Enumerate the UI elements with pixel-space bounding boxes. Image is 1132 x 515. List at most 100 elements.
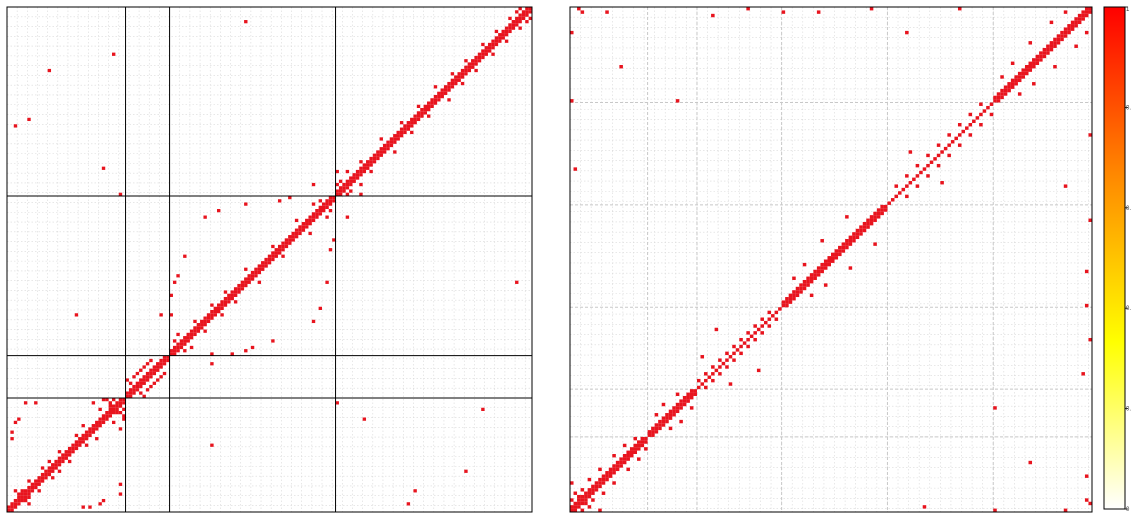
heatmap-cell — [679, 399, 683, 403]
heatmap-cell — [498, 39, 502, 43]
heatmap-cell — [682, 395, 687, 400]
heatmap-cell — [176, 345, 180, 350]
heatmap-cell — [101, 166, 106, 170]
heatmap-cell — [342, 186, 346, 190]
heatmap-cell — [1014, 75, 1018, 79]
heatmap-cell — [437, 94, 441, 99]
heatmap-cell — [580, 10, 585, 14]
heatmap-cell — [443, 91, 448, 95]
heatmap-cell — [894, 184, 899, 188]
heatmap-cell — [457, 75, 461, 79]
heatmap-cell — [1014, 82, 1018, 86]
heatmap-cell — [338, 192, 343, 196]
heatmap-cell — [834, 249, 839, 253]
heatmap-cell — [915, 174, 920, 178]
plot-frame — [569, 6, 1093, 513]
heatmap-cell — [328, 199, 333, 203]
heatmap-cell — [291, 238, 295, 242]
heatmap-cell — [61, 453, 65, 457]
heatmap-cell — [943, 146, 948, 151]
heatmap-cell — [200, 326, 204, 330]
heatmap-cell — [968, 133, 973, 137]
heatmap-cell — [271, 244, 275, 249]
heatmap-cell — [112, 404, 116, 408]
heatmap-cell — [498, 33, 502, 37]
heatmap-cell — [725, 351, 729, 356]
heatmap-cell — [989, 112, 994, 117]
heatmap-cell — [1081, 17, 1085, 21]
heatmap-cell — [633, 447, 638, 451]
heatmap-cell — [515, 16, 519, 21]
heatmap-cell — [880, 211, 884, 216]
heatmap-cell — [806, 279, 810, 284]
heatmap-cell — [518, 7, 522, 11]
heatmap-cell — [145, 371, 150, 376]
heatmap-cell — [965, 126, 969, 130]
heatmap-cell — [1021, 68, 1025, 72]
heatmap-cell — [318, 209, 322, 213]
heatmap-cell — [166, 355, 170, 359]
heatmap-cell — [142, 381, 146, 385]
heatmap-cell — [823, 259, 828, 263]
heatmap-cell — [71, 450, 75, 454]
heatmap-cell — [244, 283, 248, 288]
heatmap-cell — [880, 204, 884, 209]
heatmap-cell — [288, 238, 292, 242]
heatmap-cell — [806, 283, 810, 287]
heatmap-cell — [105, 411, 109, 415]
heatmap-cell — [115, 401, 119, 405]
heatmap-cell — [450, 81, 455, 86]
heatmap-cell — [615, 467, 620, 472]
heatmap-cell — [739, 344, 743, 349]
heatmap-cell — [651, 430, 655, 434]
heatmap-cell — [200, 319, 204, 324]
heatmap-cell — [345, 192, 350, 196]
heatmap-cell — [47, 466, 52, 470]
heatmap-cell — [940, 150, 944, 154]
heatmap-cell — [257, 280, 262, 284]
heatmap-cell — [430, 104, 434, 108]
heatmap-cell — [27, 492, 31, 496]
heatmap-cell — [34, 479, 38, 483]
heatmap-cell — [372, 156, 377, 161]
heatmap-cell — [250, 270, 255, 275]
heatmap-cell — [799, 283, 803, 287]
heatmap-cell — [403, 124, 407, 128]
heatmap-cell — [573, 508, 578, 512]
heatmap-cell — [711, 365, 715, 369]
grid-lines — [570, 7, 1092, 512]
heatmap-cell — [149, 384, 153, 389]
heatmap-cell — [598, 508, 602, 512]
heatmap-cell — [166, 358, 170, 363]
heatmap-cell — [598, 481, 602, 485]
heatmap-cell — [1032, 58, 1036, 62]
heatmap-cell — [315, 212, 319, 216]
colorbar-gradient — [1103, 6, 1126, 510]
heatmap-cell — [430, 98, 434, 102]
heatmap-cell — [74, 440, 79, 444]
heatmap-cell — [118, 192, 123, 196]
heatmap-cell — [217, 303, 221, 307]
heatmap-cell — [142, 378, 146, 382]
heatmap-cell — [57, 469, 62, 473]
heatmap-cell — [912, 177, 916, 182]
heatmap-cell — [584, 494, 588, 499]
heatmap-cell — [869, 7, 874, 11]
heatmap-cell — [359, 166, 363, 170]
heatmap-cell — [926, 153, 930, 158]
heatmap-cell — [605, 477, 609, 482]
heatmap-cell — [78, 440, 82, 444]
colorbar-tick-label: 1 — [1126, 7, 1130, 13]
heatmap-cell — [675, 406, 680, 410]
heatmap-cell — [152, 368, 157, 372]
heatmap-cell — [654, 413, 659, 417]
heatmap-cell — [591, 498, 595, 502]
heatmap-cell — [518, 26, 522, 30]
heatmap-cell — [806, 276, 810, 280]
heatmap-cell — [399, 134, 404, 138]
heatmap-cell — [427, 104, 431, 108]
heatmap-cell — [203, 215, 207, 219]
heatmap-cell — [1070, 20, 1075, 25]
heatmap-cell — [420, 114, 424, 118]
heatmap-cell — [413, 489, 417, 493]
